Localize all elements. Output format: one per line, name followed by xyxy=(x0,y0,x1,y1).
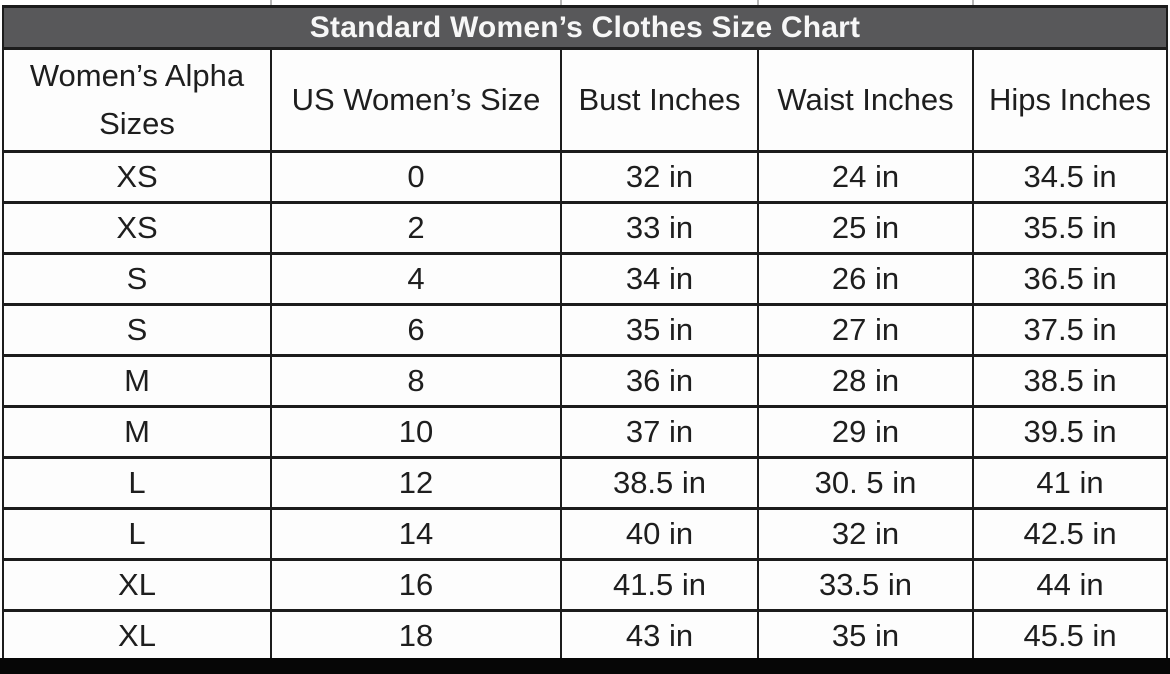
table-cell: 16 xyxy=(270,558,562,612)
table-cell: 29 in xyxy=(757,405,974,459)
table-cell: M xyxy=(2,354,272,408)
table-cell: 41.5 in xyxy=(560,558,759,612)
table-row: XL 16 41.5 in 33.5 in 44 in xyxy=(2,558,1169,612)
table-cell: XL xyxy=(2,558,272,612)
table-cell: 39.5 in xyxy=(971,405,1169,459)
column-border-tick xyxy=(560,0,562,5)
table-cell: 2 xyxy=(270,201,562,255)
table-cell: 38.5 in xyxy=(971,354,1169,408)
table-cell: 24 in xyxy=(757,150,974,204)
table-cell: 12 xyxy=(270,456,562,510)
table-cell: 26 in xyxy=(757,252,974,306)
bottom-black-bar xyxy=(0,658,1170,674)
table-cell: 44 in xyxy=(971,558,1169,612)
table-cell: 45.5 in xyxy=(971,609,1169,663)
table-cell: 35 in xyxy=(757,609,974,663)
table-cell: 37.5 in xyxy=(971,303,1169,357)
table-cell: 32 in xyxy=(757,507,974,561)
top-edge-strip xyxy=(0,0,1170,5)
table-cell: XS xyxy=(2,150,272,204)
table-cell: L xyxy=(2,507,272,561)
column-header-bust: Bust Inches xyxy=(560,47,759,153)
table-cell: 28 in xyxy=(757,354,974,408)
table-cell: 14 xyxy=(270,507,562,561)
header-row: Women’s Alpha Sizes US Women’s Size Bust… xyxy=(2,47,1169,153)
table-cell: 42.5 in xyxy=(971,507,1169,561)
table-cell: 36 in xyxy=(560,354,759,408)
table-title: Standard Women’s Clothes Size Chart xyxy=(1,5,1169,50)
table-cell: 34 in xyxy=(560,252,759,306)
table-row: L 12 38.5 in 30. 5 in 41 in xyxy=(2,456,1169,510)
table-cell: 41 in xyxy=(971,456,1169,510)
table-cell: S xyxy=(2,303,272,357)
table-cell: 18 xyxy=(270,609,562,663)
table-cell: 38.5 in xyxy=(560,456,759,510)
table-cell: 37 in xyxy=(560,405,759,459)
table-cell: 36.5 in xyxy=(971,252,1169,306)
table-cell: XL xyxy=(2,609,272,663)
column-border-tick xyxy=(270,0,272,5)
table-cell: 4 xyxy=(270,252,562,306)
table-cell: 33 in xyxy=(560,201,759,255)
table-cell: 32 in xyxy=(560,150,759,204)
column-header-alpha-sizes: Women’s Alpha Sizes xyxy=(2,47,272,153)
table-cell: 8 xyxy=(270,354,562,408)
column-border-tick xyxy=(972,0,974,5)
table-cell: 10 xyxy=(270,405,562,459)
table-body: XS 0 32 in 24 in 34.5 in XS 2 33 in 25 in 35.5 in… xyxy=(2,150,1169,663)
size-chart-table: Standard Women’s Clothes Size Chart Wome… xyxy=(1,5,1169,663)
table-row: M 10 37 in 29 in 39.5 in xyxy=(2,405,1169,459)
table-cell: 35.5 in xyxy=(971,201,1169,255)
table-row: L 14 40 in 32 in 42.5 in xyxy=(2,507,1169,561)
table-row: S 6 35 in 27 in 37.5 in xyxy=(2,303,1169,357)
table-row: S 4 34 in 26 in 36.5 in xyxy=(2,252,1169,306)
table-cell: 30. 5 in xyxy=(757,456,974,510)
table-cell: L xyxy=(2,456,272,510)
table-cell: 25 in xyxy=(757,201,974,255)
table-cell: 35 in xyxy=(560,303,759,357)
column-header-us-size: US Women’s Size xyxy=(270,47,562,153)
table-row: XL 18 43 in 35 in 45.5 in xyxy=(2,609,1169,663)
table-cell: 34.5 in xyxy=(971,150,1169,204)
table-cell: 27 in xyxy=(757,303,974,357)
table-cell: M xyxy=(2,405,272,459)
column-header-waist: Waist Inches xyxy=(757,47,974,153)
column-header-hips: Hips Inches xyxy=(971,47,1169,153)
table-row: XS 2 33 in 25 in 35.5 in xyxy=(2,201,1169,255)
table-cell: 33.5 in xyxy=(757,558,974,612)
title-row: Standard Women’s Clothes Size Chart xyxy=(1,5,1169,50)
table-cell: 6 xyxy=(270,303,562,357)
table-row: XS 0 32 in 24 in 34.5 in xyxy=(2,150,1169,204)
table-cell: 40 in xyxy=(560,507,759,561)
table-cell: 0 xyxy=(270,150,562,204)
column-border-tick xyxy=(757,0,759,5)
table-cell: 43 in xyxy=(560,609,759,663)
table-row: M 8 36 in 28 in 38.5 in xyxy=(2,354,1169,408)
table-cell: S xyxy=(2,252,272,306)
table-cell: XS xyxy=(2,201,272,255)
